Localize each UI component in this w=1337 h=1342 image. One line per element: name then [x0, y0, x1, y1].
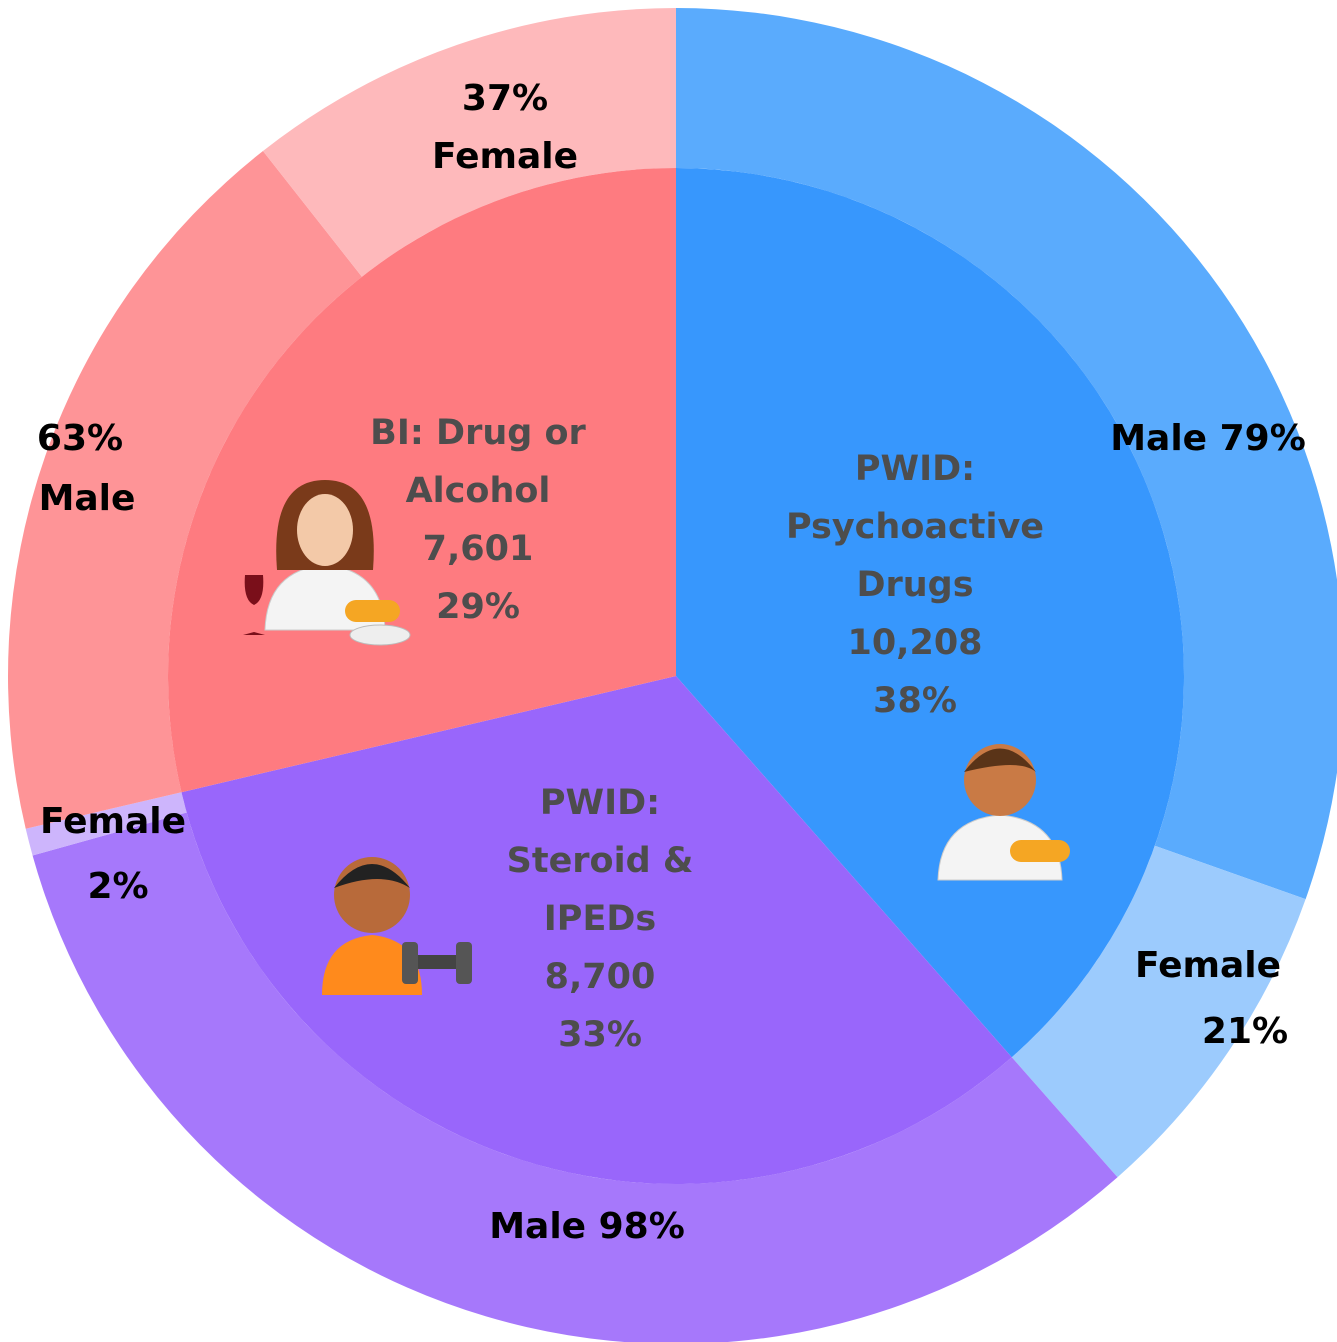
outer-segment: [1011, 845, 1306, 1178]
outer-value: 63%: [37, 418, 123, 459]
icon-dumbbell: [402, 942, 418, 984]
inner-wedge: [676, 168, 1184, 1058]
inner-label: BI: Drug or Alcohol 7,601 29%: [338, 404, 618, 636]
outer-segment: [676, 8, 1337, 900]
inner-wedge: [181, 676, 1012, 1184]
inner-percent: 29%: [436, 587, 520, 627]
outer-segment: [7, 150, 362, 829]
icon-pill: [345, 600, 400, 622]
outer-value: 37%: [462, 78, 548, 119]
inner-percent: 38%: [873, 681, 957, 721]
inner-name: PWID: Psychoactive Drugs: [785, 449, 1045, 605]
outer-value: 98%: [599, 1206, 685, 1247]
outer-segment: [32, 812, 1118, 1342]
icon-athlete: [322, 857, 472, 995]
icon-pill: [349, 624, 411, 646]
inner-percent: 33%: [558, 1015, 642, 1055]
outer-value: 2%: [87, 866, 148, 907]
inner-label: PWID: Psychoactive Drugs 10,208 38%: [755, 440, 1075, 730]
outer-label: Male 98%: [489, 1206, 685, 1247]
inner-value: 8,700: [544, 957, 656, 997]
icon-body: [322, 935, 422, 995]
icon-dumbbell: [407, 955, 467, 969]
outer-segment: [25, 792, 187, 856]
icon-wine: [243, 575, 265, 635]
icon-pill: [1010, 840, 1070, 862]
icons: [243, 480, 1070, 995]
inner-value: 10,208: [847, 623, 983, 663]
inner-value: 7,601: [422, 529, 534, 569]
icon-dumbbell: [456, 942, 472, 984]
inner-wedge: [167, 168, 676, 793]
icon-head: [297, 494, 353, 566]
outer-name: Female: [40, 801, 186, 842]
icon-hair: [334, 864, 410, 888]
outer-value: 21%: [1202, 1011, 1288, 1052]
labels: Male 79% Female 21% Male 98% Female 2% Male 63%…: [37, 78, 1306, 1247]
outer-name: Male: [1110, 418, 1207, 459]
icon-doctor-male: [937, 744, 1070, 881]
inner-label: PWID: Steroid & IPEDs 8,700 33%: [470, 774, 730, 1064]
outer-segment: [262, 7, 676, 277]
icon-doctor-female: [243, 480, 411, 646]
outer-value: 79%: [1220, 418, 1306, 459]
wedges: [7, 7, 1337, 1342]
outer-name: Male: [39, 478, 136, 519]
outer-name: Female: [1135, 945, 1281, 986]
inner-name: BI: Drug or Alcohol: [370, 413, 586, 511]
icon-hair: [964, 748, 1036, 772]
outer-label: Male 79%: [1110, 418, 1306, 459]
outer-name: Female: [432, 136, 578, 177]
outer-name: Male: [489, 1206, 586, 1247]
inner-name: PWID: Steroid & IPEDs: [506, 783, 694, 939]
